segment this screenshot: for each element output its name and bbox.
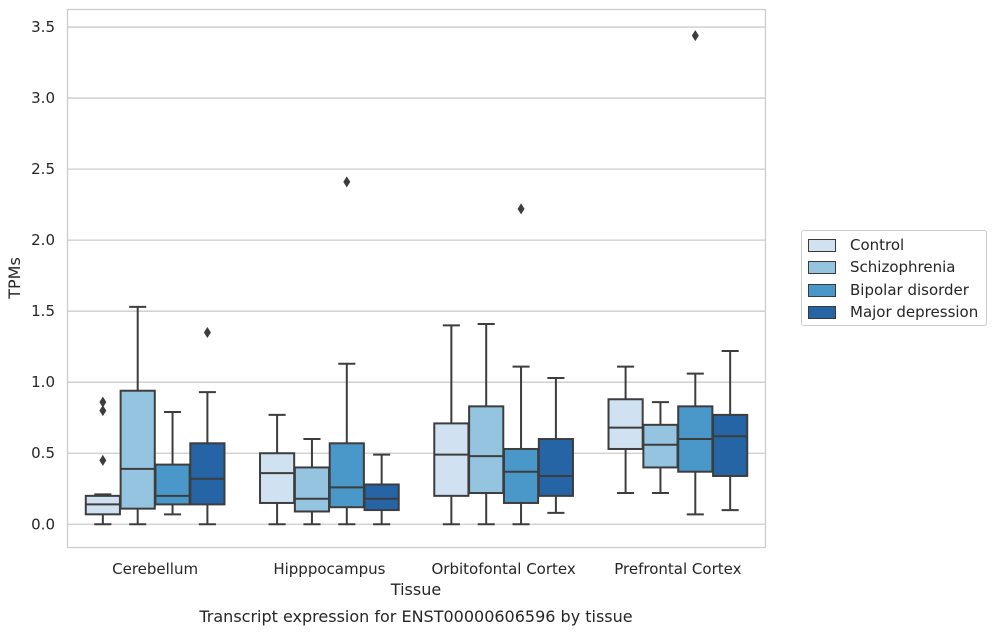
tick-labels: 0.0 0.5 1.0 1.5 2.0 2.5 3.0 3.5 Cerebellum Hipppo… [31,18,741,578]
box-major-depression [363,453,400,526]
box-schizophrenia [468,322,505,526]
box-major-depression [712,349,749,512]
legend-swatch-bipolar-disorder [808,283,836,297]
box-body [607,398,644,450]
box-body [537,438,574,497]
x-tick-label: Hipppocampus [273,560,385,578]
x-tick-label: Cerebellum [112,560,198,578]
box-body [468,405,505,495]
legend-swatch-schizophrenia [808,260,836,274]
box-body [189,442,226,506]
outlier-point [99,405,107,417]
box-major-depression [537,376,574,514]
box-body [259,452,296,504]
outlier-point [343,176,351,188]
box-body [363,483,400,512]
legend-item-control: Control [808,235,904,255]
legend-swatch-control [808,238,836,252]
gridlines [68,26,765,525]
box-body [433,422,470,497]
box-body [712,413,749,477]
box-schizophrenia [642,401,679,495]
box-bipolar-disorder [677,30,714,516]
box-bipolar-disorder [502,203,540,526]
x-tick-label: Orbitofontal Cortex [432,560,576,578]
box-body [328,442,365,509]
box-body [119,389,156,510]
outlier-point [203,326,211,338]
outlier-point [99,396,107,408]
box-bipolar-disorder [154,411,191,516]
box-schizophrenia [119,305,156,526]
box-schizophrenia [293,438,331,526]
y-tick-label: 0.0 [31,515,55,533]
boxplots [84,30,749,526]
legend-item-major-depression: Major depression [808,302,978,322]
box-control [607,365,644,495]
y-tick-label: 3.5 [31,18,55,36]
plot-area-border [66,8,767,549]
x-axis-label: Tissue [390,580,441,599]
box-body [154,463,191,506]
y-tick-label: 2.5 [31,160,55,178]
legend-item-bipolar-disorder: Bipolar disorder [808,280,969,300]
box-body [293,466,331,513]
legend-label-bipolar-disorder: Bipolar disorder [850,281,969,299]
legend-label-major-depression: Major depression [850,303,979,321]
box-body [642,423,679,469]
legend-swatch-major-depression [808,305,836,319]
y-tick-label: 2.0 [31,231,55,249]
y-tick-label: 1.5 [31,302,55,320]
x-tick-label: Prefrontal Cortex [614,560,741,578]
legend: Control Schizophrenia Bipolar disorder M… [801,230,987,326]
outlier-point [517,203,525,215]
box-major-depression [189,326,226,526]
chart-title: Transcript expression for ENST0000060659… [198,607,632,626]
box-control [84,396,121,526]
box-control [259,413,296,526]
legend-label-schizophrenia: Schizophrenia [850,258,956,276]
y-tick-label: 0.5 [31,444,55,462]
y-tick-label: 1.0 [31,373,55,391]
box-control [433,324,470,526]
y-axis-label: TPMs [5,257,24,300]
outlier-point [99,454,107,466]
box-body [502,447,540,504]
legend-label-control: Control [850,236,905,254]
y-tick-label: 3.0 [31,89,55,107]
legend-item-schizophrenia: Schizophrenia [808,257,955,277]
box-bipolar-disorder [328,176,365,526]
outlier-point [691,30,699,42]
